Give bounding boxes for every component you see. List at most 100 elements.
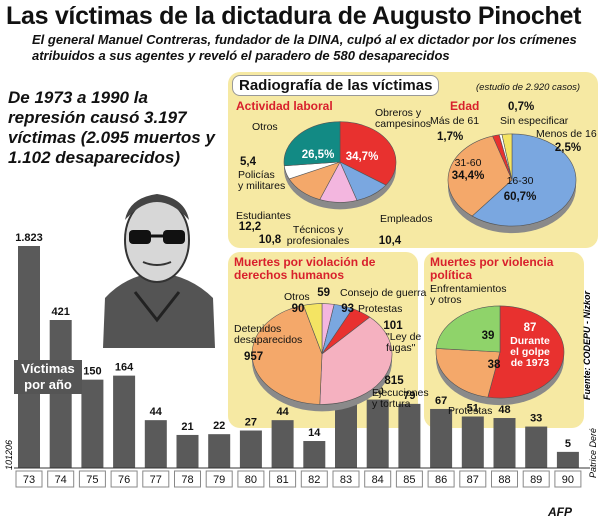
age-slice-1 bbox=[447, 135, 513, 217]
hr-label-4-1: desaparecidos bbox=[234, 334, 302, 346]
hr-label-3-0: Ejecuciones bbox=[372, 387, 429, 399]
year-label-81: 81 bbox=[276, 474, 288, 486]
year-label-89: 89 bbox=[530, 474, 542, 486]
bar-value-90: 5 bbox=[565, 438, 571, 450]
political-slice-1 bbox=[435, 348, 501, 398]
hr-value-5: 90 bbox=[292, 303, 305, 315]
hr-slice-4 bbox=[251, 305, 323, 405]
year-label-74: 74 bbox=[55, 474, 67, 486]
hr-slice-3 bbox=[319, 316, 393, 405]
activity-label-2-1: profesionales bbox=[287, 235, 349, 247]
year-label-85: 85 bbox=[403, 474, 415, 486]
bar-chart-caption: Víctimas por año bbox=[14, 360, 82, 394]
hr-label-3-1: y tortura bbox=[372, 398, 411, 410]
chart-title-age: Edad bbox=[450, 99, 480, 113]
bar-89 bbox=[525, 426, 548, 468]
bar-81 bbox=[271, 420, 294, 468]
hr-value-3: 815 bbox=[384, 375, 404, 387]
year-box-84 bbox=[364, 470, 392, 488]
bar-value-82: 14 bbox=[308, 427, 321, 439]
lead-text: De 1973 a 1990 la represión causó 3.197 … bbox=[8, 88, 215, 167]
hr-value-0: 59 bbox=[317, 287, 330, 299]
year-box-76 bbox=[110, 470, 138, 488]
credit: Patrice Deré bbox=[588, 427, 598, 478]
year-box-86 bbox=[427, 470, 455, 488]
chart-title-political-violence: Muertes por violencia política bbox=[430, 255, 554, 282]
bar-value-74: 421 bbox=[52, 306, 70, 318]
age-value-3: 0,7% bbox=[508, 101, 534, 113]
year-box-78 bbox=[174, 470, 201, 488]
year-box-88 bbox=[491, 470, 518, 488]
bar-77 bbox=[144, 420, 167, 468]
hr-slice-5 bbox=[303, 303, 323, 355]
bar-value-78: 21 bbox=[181, 421, 193, 433]
year-label-76: 76 bbox=[118, 474, 130, 486]
activity-label-0-1: campesinos bbox=[375, 118, 431, 130]
age-label-4-0: Menos de 16 bbox=[536, 128, 597, 140]
hr-value-2: 101 bbox=[383, 320, 403, 332]
chart-title-hr-deaths: Muertes por violación de derechos humano… bbox=[234, 255, 376, 282]
activity-value-3: 12,2 bbox=[239, 221, 261, 233]
hr-label-1-0: Protestas bbox=[358, 303, 402, 315]
activity-value-5: 26,5% bbox=[302, 149, 335, 161]
year-box-83 bbox=[332, 470, 360, 488]
political-value-1: 38 bbox=[488, 359, 501, 371]
year-box-85 bbox=[395, 470, 423, 488]
bar-73 bbox=[18, 246, 40, 468]
year-label-86: 86 bbox=[435, 474, 447, 486]
political-label-1-0: Protestas bbox=[448, 405, 492, 417]
hr-label-2-1: fugas" bbox=[386, 342, 416, 354]
bar-value-85: 79 bbox=[403, 390, 415, 402]
age-slice-4 bbox=[501, 133, 513, 181]
activity-slice-5 bbox=[283, 121, 341, 167]
age-value-0: 60,7% bbox=[504, 191, 537, 203]
bar-84 bbox=[366, 399, 389, 468]
year-box-75 bbox=[78, 470, 106, 488]
political-value-0: 87 bbox=[524, 322, 537, 334]
bar-75 bbox=[81, 379, 104, 468]
year-box-73 bbox=[15, 470, 43, 488]
activity-label-1-0: Empleados bbox=[380, 213, 433, 225]
political-slice-0 bbox=[487, 305, 565, 399]
activity-label-2-0: Técnicos y bbox=[293, 224, 344, 236]
year-label-75: 75 bbox=[86, 474, 98, 486]
subheadline-line-1: El general Manuel Contreras, fundador de… bbox=[32, 32, 577, 47]
bar-83 bbox=[335, 398, 357, 468]
activity-slice-0 bbox=[339, 121, 397, 186]
bar-value-73: 1.823 bbox=[15, 232, 43, 244]
activity-value-2: 10,8 bbox=[259, 234, 282, 246]
code-number: 101206 bbox=[4, 439, 14, 470]
source-note: Fuente: CODEPU - Nizkor bbox=[582, 290, 592, 400]
afp-logo: AFP bbox=[548, 505, 572, 519]
age-value-1: 34,4% bbox=[452, 170, 485, 182]
age-label-1-0: 31-60 bbox=[455, 157, 482, 169]
bar-74 bbox=[49, 320, 72, 468]
age-label-0-0: 16-30 bbox=[507, 175, 534, 187]
bar-76 bbox=[113, 375, 136, 468]
political-label-2-0: Enfrentamientos bbox=[430, 283, 506, 295]
activity-value-0: 34,7% bbox=[346, 151, 379, 163]
year-label-82: 82 bbox=[308, 474, 320, 486]
age-label-3-0: Sin especificar bbox=[500, 115, 569, 127]
hr-value-4: 957 bbox=[244, 351, 263, 363]
political-label-0-0: Durante bbox=[510, 335, 550, 347]
bar-86 bbox=[430, 408, 453, 468]
bar-value-76: 164 bbox=[115, 362, 134, 374]
bar-90 bbox=[556, 451, 579, 468]
headline: Las víctimas de la dictadura de Augusto … bbox=[6, 2, 582, 30]
year-label-84: 84 bbox=[372, 474, 384, 486]
chart-title-activity: Actividad laboral bbox=[236, 99, 333, 113]
bar-78 bbox=[176, 434, 199, 468]
activity-label-5-0: Otros bbox=[252, 121, 278, 133]
activity-value-4: 5,4 bbox=[240, 156, 257, 168]
bar-value-75: 150 bbox=[83, 366, 101, 378]
year-label-90: 90 bbox=[562, 474, 574, 486]
bar-value-79: 22 bbox=[213, 420, 225, 432]
age-value-4: 2,5% bbox=[555, 142, 581, 154]
study-note: (estudio de 2.920 casos) bbox=[476, 82, 581, 93]
age-value-2: 1,7% bbox=[437, 131, 463, 143]
bar-value-86: 67 bbox=[435, 395, 447, 407]
bar-82 bbox=[303, 441, 326, 468]
year-box-79 bbox=[205, 470, 233, 488]
